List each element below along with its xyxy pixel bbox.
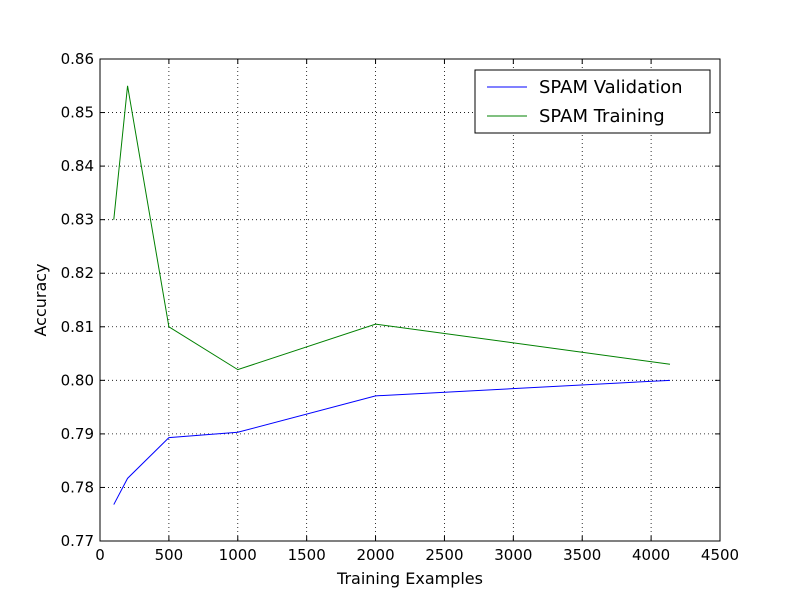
x-tick-label: 4000 [632, 546, 670, 564]
y-axis-label: Accuracy [31, 263, 50, 336]
y-tick-label: 0.82 [61, 264, 94, 282]
x-tick-label: 3500 [563, 546, 601, 564]
x-tick-label: 500 [155, 546, 184, 564]
x-tick-label: 2000 [356, 546, 394, 564]
series-line-spam-training [113, 85, 671, 371]
y-tick-label: 0.80 [61, 371, 94, 389]
y-tick-label: 0.83 [61, 211, 94, 229]
y-tick-label: 0.86 [61, 50, 94, 68]
y-tick-label: 0.78 [61, 478, 94, 496]
x-tick-label: 3000 [494, 546, 532, 564]
legend: SPAM Validation SPAM Training [474, 69, 711, 134]
x-tick-label: 1000 [219, 546, 257, 564]
y-tick-label: 0.85 [61, 104, 94, 122]
series-line-spam-validation [113, 379, 671, 505]
axis-ticks [99, 58, 721, 542]
x-axis-label: Training Examples [336, 569, 483, 588]
legend-label-spam-validation: SPAM Validation [539, 77, 683, 98]
x-tick-label: 2500 [425, 546, 463, 564]
tick-labels: 0 500 1000 1500 2000 2500 3000 3500 4000 4500 0.77… [61, 50, 740, 564]
x-tick-label: 1500 [288, 546, 326, 564]
x-tick-label: 0 [95, 546, 105, 564]
y-tick-label: 0.81 [61, 318, 94, 336]
legend-label-spam-training: SPAM Training [539, 106, 665, 127]
y-tick-label: 0.79 [61, 425, 94, 443]
grid-lines [100, 59, 720, 541]
x-tick-label: 4500 [701, 546, 739, 564]
series-lines [113, 85, 671, 505]
y-tick-label: 0.77 [61, 532, 94, 550]
plot-frame [99, 58, 721, 542]
legend-box [474, 69, 711, 134]
y-tick-label: 0.84 [61, 157, 94, 175]
